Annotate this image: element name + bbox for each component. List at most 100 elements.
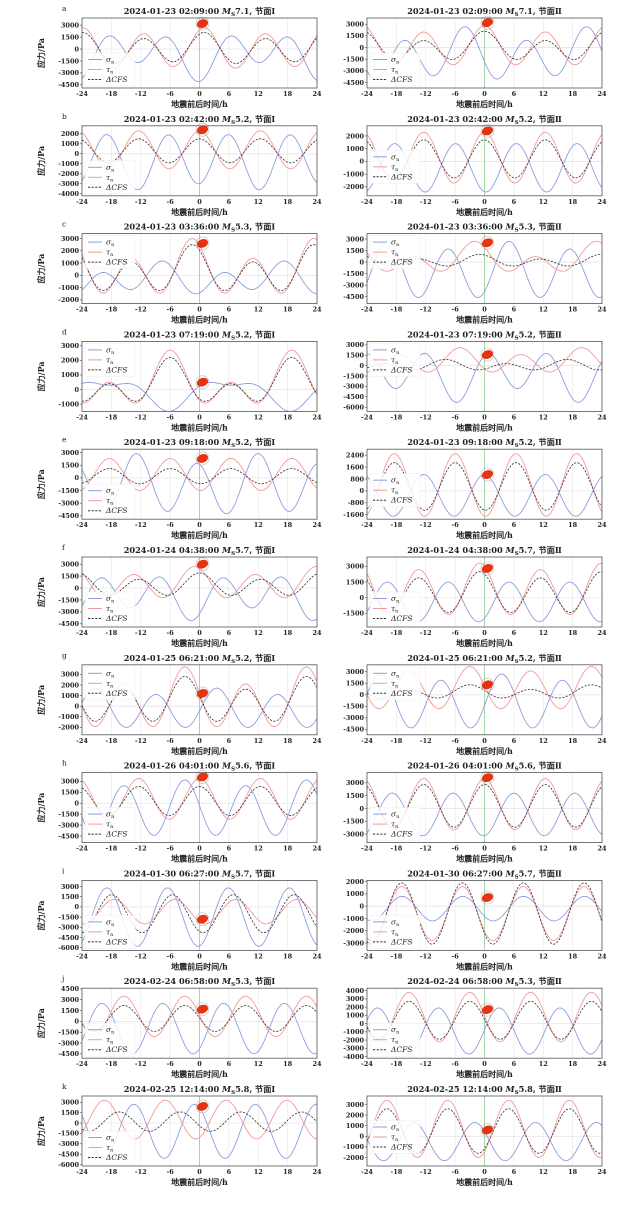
sigma-n-line bbox=[367, 673, 602, 729]
beachball-icon bbox=[196, 239, 209, 248]
delta-cfs-line bbox=[82, 572, 317, 596]
x-tick-label: -18 bbox=[391, 952, 403, 960]
subplot-g-plane-1: 2024-01-25 06:21:00 MS5.2, 节面Ⅰ g -24 -18 -12… bbox=[36, 651, 322, 756]
plot-frame bbox=[81, 17, 318, 89]
legend-label-sigma: σn bbox=[391, 1123, 400, 1134]
x-tick-label: -18 bbox=[106, 1060, 118, 1068]
y-tick-label: -800 bbox=[348, 499, 365, 507]
plot-frame bbox=[366, 233, 603, 305]
x-axis-label: 地震前后时间/h bbox=[456, 854, 513, 864]
plot-frame bbox=[81, 340, 318, 412]
x-tick-label: 24 bbox=[312, 1060, 322, 1068]
y-tick-label: 0 bbox=[359, 44, 364, 52]
y-tick-label: 3000 bbox=[346, 1101, 365, 1109]
legend-label-cfs: ΔCFS bbox=[105, 1045, 128, 1054]
x-tick-label: 6 bbox=[512, 521, 517, 529]
x-tick-label: 24 bbox=[597, 306, 607, 314]
x-tick-label: -18 bbox=[391, 1168, 403, 1176]
subplot-title: 2024-01-23 02:42:00 MS5.2, 节面Ⅱ bbox=[407, 114, 562, 126]
y-tick-label: 3000 bbox=[346, 668, 365, 676]
beachball-outline bbox=[195, 375, 210, 390]
x-tick-label: 12 bbox=[254, 521, 263, 529]
x-tick-label: 24 bbox=[597, 629, 607, 637]
legend-label-tau: τn bbox=[391, 820, 399, 831]
y-axis-label: 应力/Pa bbox=[36, 38, 46, 68]
x-tick-label: 6 bbox=[227, 413, 232, 421]
x-tick-label: -24 bbox=[76, 845, 88, 853]
y-tick-label: -4500 bbox=[58, 81, 79, 89]
subplot-j-plane-2: 2024-02-24 06:58:00 MS5.3, 节面Ⅱ -24 -18 -12 -… bbox=[343, 976, 607, 1079]
legend-label-tau: τn bbox=[391, 927, 399, 938]
legend-label-tau: τn bbox=[106, 604, 114, 615]
subplot-title: 2024-01-23 07:19:00 MS5.2, 节面Ⅱ bbox=[407, 329, 562, 341]
y-tick-label: -2000 bbox=[58, 296, 79, 304]
x-tick-label: 0 bbox=[482, 629, 487, 637]
x-axis-label: 地震前后时间/h bbox=[171, 99, 228, 109]
y-tick-label: 0 bbox=[359, 691, 364, 699]
x-tick-label: 12 bbox=[254, 845, 263, 853]
y-tick-label: 0 bbox=[74, 702, 79, 710]
delta-cfs-line bbox=[82, 138, 317, 164]
x-tick-label: -12 bbox=[420, 413, 432, 421]
x-tick-label: -24 bbox=[76, 1060, 88, 1068]
x-axis-label: 地震前后时间/h bbox=[171, 1069, 228, 1079]
beachball-icon bbox=[481, 680, 494, 690]
subplot-title: 2024-02-24 06:58:00 MS5.3, 节面Ⅰ bbox=[124, 976, 276, 988]
beachball-outline bbox=[480, 1123, 495, 1137]
x-tick-label: 18 bbox=[283, 845, 293, 853]
beachball-outline bbox=[195, 16, 210, 31]
subplot-c-plane-1: 2024-01-23 03:36:00 MS5.3, 节面Ⅰ c -24 -18 -12… bbox=[36, 220, 322, 325]
x-axis-label: 地震前后时间/h bbox=[456, 1069, 513, 1079]
y-tick-label: 1500 bbox=[61, 33, 80, 41]
delta-cfs-line bbox=[367, 784, 602, 828]
y-tick-label: 0 bbox=[359, 362, 364, 370]
beachball-icon bbox=[481, 238, 494, 248]
y-tick-label: 3000 bbox=[61, 342, 80, 350]
x-tick-label: 18 bbox=[568, 306, 578, 314]
subplot-title: 2024-01-23 02:09:00 MS7.1, 节面Ⅱ bbox=[407, 6, 562, 18]
x-tick-label: -6 bbox=[167, 737, 175, 745]
y-tick-label: 3000 bbox=[61, 671, 80, 679]
x-tick-label: 24 bbox=[597, 952, 607, 960]
legend-label-sigma: σn bbox=[106, 810, 115, 821]
x-tick-label: -12 bbox=[135, 198, 147, 206]
x-tick-label: 6 bbox=[512, 306, 517, 314]
y-tick-label: 3000 bbox=[346, 563, 365, 571]
y-tick-label: 3000 bbox=[346, 21, 365, 29]
y-tick-label: -3000 bbox=[343, 383, 364, 391]
x-tick-label: 12 bbox=[539, 845, 548, 853]
beachball-icon bbox=[196, 19, 209, 28]
subplot-g-plane-2: 2024-01-25 06:21:00 MS5.2, 节面Ⅱ -24 -18 -12 -… bbox=[343, 653, 607, 756]
x-tick-label: 0 bbox=[482, 521, 487, 529]
x-tick-label: -6 bbox=[452, 629, 460, 637]
x-axis-label: 地震前后时间/h bbox=[171, 854, 228, 864]
x-tick-label: 12 bbox=[539, 413, 548, 421]
y-tick-label: 3000 bbox=[61, 235, 80, 243]
subplot-title: 2024-01-25 06:21:00 MS5.2, 节面Ⅱ bbox=[407, 653, 562, 665]
x-tick-label: 18 bbox=[283, 1060, 293, 1068]
y-tick-label: 1500 bbox=[346, 352, 365, 360]
x-tick-label: 18 bbox=[283, 306, 293, 314]
x-tick-label: -6 bbox=[167, 413, 175, 421]
y-tick-label: -1000 bbox=[343, 915, 364, 923]
y-tick-label: -4500 bbox=[343, 393, 364, 401]
x-tick-label: -12 bbox=[135, 629, 147, 637]
subplot-e-plane-2: 2024-01-23 09:18:00 MS5.2, 节面Ⅱ -24 -18 -12 -… bbox=[343, 437, 607, 540]
x-tick-label: 0 bbox=[197, 90, 202, 98]
legend-label-cfs: ΔCFS bbox=[390, 614, 413, 623]
x-tick-label: 18 bbox=[568, 198, 578, 206]
beachball-icon bbox=[481, 350, 494, 359]
y-tick-label: 3000 bbox=[346, 995, 365, 1003]
y-tick-label: 3000 bbox=[61, 449, 80, 457]
y-tick-label: -4500 bbox=[343, 79, 364, 87]
y-tick-label: 3000 bbox=[61, 21, 80, 29]
x-tick-label: -24 bbox=[76, 521, 88, 529]
legend-label-cfs: ΔCFS bbox=[105, 830, 128, 839]
x-tick-label: 24 bbox=[597, 413, 607, 421]
plot-frame bbox=[366, 664, 603, 736]
legend-label-cfs: ΔCFS bbox=[105, 506, 128, 515]
